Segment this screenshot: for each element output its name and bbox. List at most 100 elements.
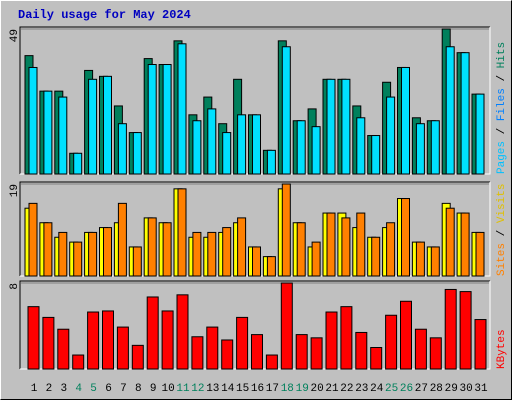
bar [236, 316, 249, 370]
x-tick-label: 27 [415, 383, 428, 395]
x-tick-label: 26 [400, 383, 413, 395]
x-tick-label: 10 [161, 383, 174, 395]
bar [222, 132, 232, 175]
bar [58, 231, 68, 277]
x-tick-label: 20 [310, 383, 323, 395]
x-tick-label: 6 [105, 383, 112, 395]
bar [295, 334, 308, 370]
bar [102, 310, 114, 370]
chart-title: Daily usage for May 2024 [18, 8, 191, 22]
legend-label: / [496, 121, 508, 141]
panel-border [19, 280, 490, 369]
bar [147, 64, 157, 175]
bar [371, 236, 381, 277]
x-tick-label: 28 [430, 383, 443, 395]
bar [42, 316, 55, 370]
x-tick-label: 16 [251, 383, 264, 395]
bar [192, 231, 202, 277]
y-tick-label: 19 [9, 184, 21, 197]
bar [43, 222, 53, 277]
bar [445, 46, 455, 175]
x-tick-label: 5 [90, 383, 97, 395]
bar [326, 78, 336, 175]
x-tick-label: 8 [135, 383, 142, 395]
bar [162, 64, 172, 175]
x-tick-label: 12 [191, 383, 204, 395]
x-tick-label: 2 [46, 383, 53, 395]
bar [177, 188, 187, 277]
bar [28, 202, 38, 277]
x-tick-label: 30 [459, 383, 472, 395]
bar [132, 132, 142, 175]
bar [401, 198, 410, 277]
bar [88, 231, 98, 277]
bar [415, 123, 425, 175]
bar [296, 120, 306, 175]
x-tick-label: 17 [266, 383, 279, 395]
bar [341, 78, 351, 175]
bar [474, 319, 487, 370]
bar [325, 311, 338, 370]
y-axis-label: Pages / Files / Hits [496, 42, 508, 174]
bar [444, 288, 457, 370]
bar [192, 120, 202, 175]
bar [191, 336, 204, 370]
bar [475, 231, 485, 277]
bar [103, 75, 112, 175]
legend-label: Sites [496, 243, 508, 276]
x-tick-label: 24 [370, 383, 384, 395]
y-axis-label: KBytes [496, 329, 508, 369]
bar [237, 114, 247, 175]
x-tick-label: 19 [296, 383, 309, 395]
bar [475, 93, 485, 175]
legend-label: Pages [496, 141, 508, 174]
bar [429, 337, 442, 370]
legend-label: Files [496, 88, 508, 121]
bar [162, 222, 172, 277]
x-tick-label: 15 [236, 383, 249, 395]
x-tick-label: 14 [221, 383, 235, 395]
bar [27, 306, 40, 370]
legend-label: KBytes [496, 329, 508, 369]
x-tick-label: 29 [445, 383, 458, 395]
legend-label: / [496, 68, 508, 88]
bar [88, 78, 98, 175]
y-tick-label: 8 [9, 283, 21, 290]
bar [401, 66, 410, 175]
bar [252, 246, 261, 277]
bar [28, 66, 38, 175]
bar [87, 311, 100, 370]
bar [459, 291, 472, 370]
x-tick-label: 4 [75, 383, 82, 395]
y-tick-label: 49 [9, 29, 21, 42]
bar [221, 339, 234, 370]
x-tick-label: 23 [355, 383, 368, 395]
x-tick-label: 11 [176, 383, 190, 395]
x-tick-label: 18 [281, 383, 294, 395]
bar [400, 300, 412, 370]
legend-label: Visits [496, 184, 508, 224]
bar [326, 212, 336, 277]
x-tick-label: 21 [325, 383, 339, 395]
bar [43, 90, 53, 175]
bar [177, 43, 187, 175]
bar [356, 212, 366, 277]
x-tick-label: 9 [150, 383, 157, 395]
bar [385, 314, 398, 370]
bar [281, 46, 291, 175]
bar [131, 344, 144, 370]
bar [58, 96, 68, 175]
bar [266, 149, 276, 175]
bar [430, 246, 440, 277]
bar [355, 331, 368, 370]
bar [386, 96, 396, 175]
bar [207, 231, 217, 277]
bar [460, 52, 470, 175]
bar [296, 222, 306, 277]
bar [414, 328, 427, 370]
bar [103, 227, 112, 277]
bar [147, 217, 157, 277]
bar [206, 326, 219, 370]
